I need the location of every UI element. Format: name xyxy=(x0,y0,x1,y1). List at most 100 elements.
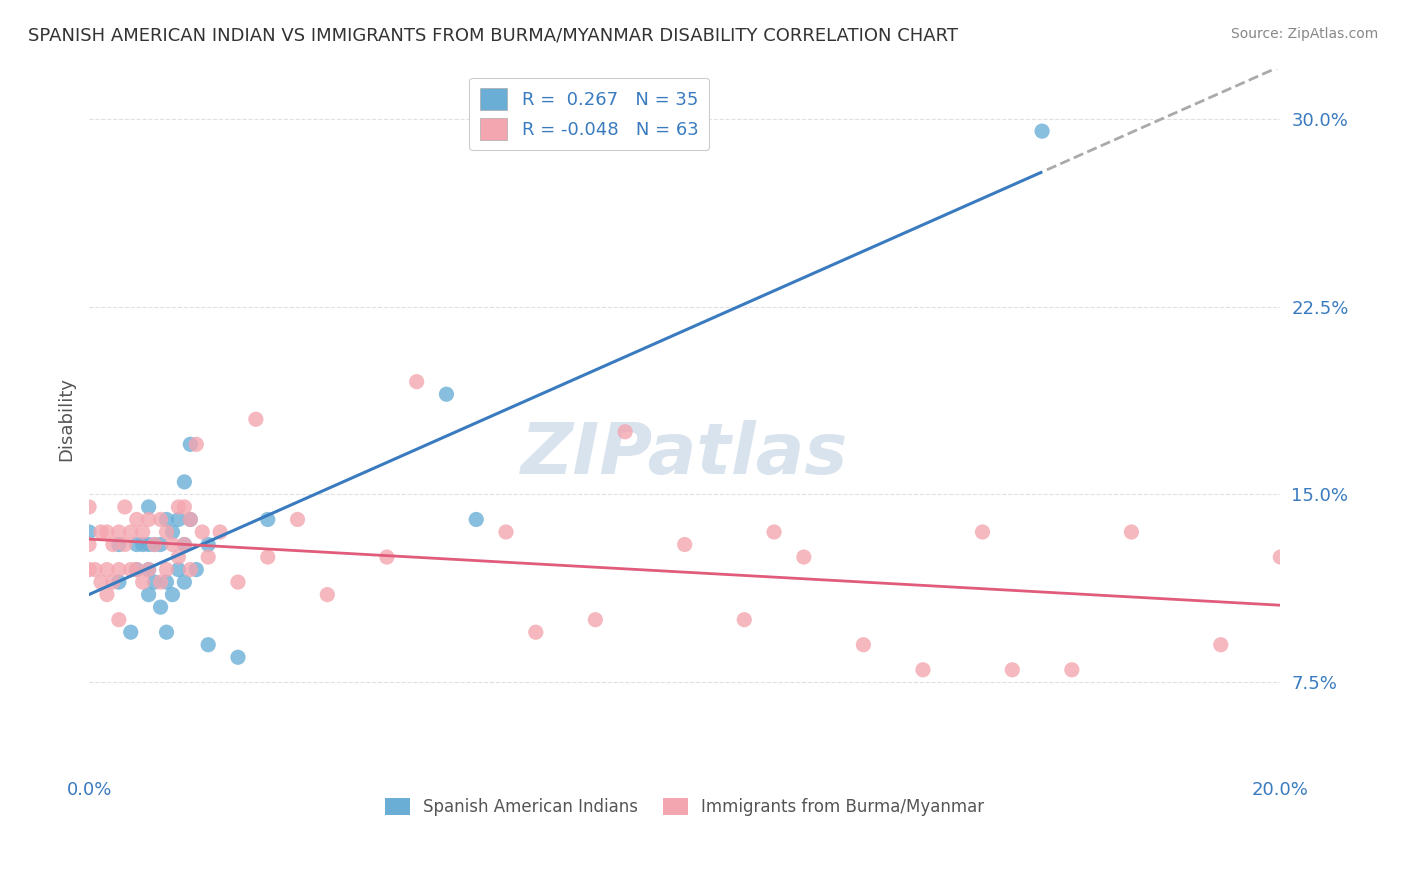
Point xyxy=(197,549,219,564)
Point xyxy=(131,537,153,551)
Point xyxy=(972,524,994,539)
Point xyxy=(1270,549,1292,564)
Point xyxy=(96,588,118,602)
Point xyxy=(179,563,201,577)
Point xyxy=(436,387,458,401)
Point xyxy=(173,575,195,590)
Point xyxy=(583,613,606,627)
Point xyxy=(96,524,118,539)
Point xyxy=(256,512,278,526)
Point xyxy=(465,512,488,526)
Point xyxy=(155,563,177,577)
Point xyxy=(138,563,160,577)
Point xyxy=(155,575,177,590)
Point xyxy=(125,563,148,577)
Point xyxy=(155,625,177,640)
Point xyxy=(120,563,142,577)
Text: ZIPatlas: ZIPatlas xyxy=(522,420,848,489)
Point xyxy=(77,563,100,577)
Text: Source: ZipAtlas.com: Source: ZipAtlas.com xyxy=(1230,27,1378,41)
Point xyxy=(911,663,934,677)
Point xyxy=(226,575,249,590)
Point xyxy=(125,537,148,551)
Point xyxy=(226,650,249,665)
Point xyxy=(167,512,190,526)
Point xyxy=(191,524,214,539)
Point xyxy=(131,575,153,590)
Point xyxy=(149,575,172,590)
Point xyxy=(155,524,177,539)
Point xyxy=(149,512,172,526)
Point xyxy=(1209,638,1232,652)
Point xyxy=(179,512,201,526)
Point xyxy=(143,537,166,551)
Point xyxy=(852,638,875,652)
Y-axis label: Disability: Disability xyxy=(58,377,75,461)
Point xyxy=(1060,663,1083,677)
Point xyxy=(1121,524,1143,539)
Point xyxy=(614,425,637,439)
Point xyxy=(138,563,160,577)
Point xyxy=(90,524,112,539)
Point xyxy=(1001,663,1024,677)
Point xyxy=(108,563,131,577)
Point xyxy=(77,500,100,514)
Point xyxy=(77,524,100,539)
Point xyxy=(149,537,172,551)
Point xyxy=(96,563,118,577)
Point xyxy=(162,537,184,551)
Point xyxy=(138,512,160,526)
Point xyxy=(673,537,696,551)
Point xyxy=(287,512,309,526)
Point xyxy=(186,437,208,451)
Point xyxy=(108,575,131,590)
Point xyxy=(120,524,142,539)
Point xyxy=(155,512,177,526)
Point xyxy=(173,475,195,489)
Point xyxy=(90,575,112,590)
Point xyxy=(114,500,136,514)
Point xyxy=(143,537,166,551)
Point xyxy=(167,563,190,577)
Point xyxy=(101,537,124,551)
Point xyxy=(173,537,195,551)
Point xyxy=(125,512,148,526)
Point xyxy=(108,613,131,627)
Point xyxy=(763,524,786,539)
Point xyxy=(173,500,195,514)
Point xyxy=(162,588,184,602)
Point xyxy=(209,524,232,539)
Point xyxy=(143,575,166,590)
Point xyxy=(108,524,131,539)
Point xyxy=(138,500,160,514)
Point xyxy=(77,537,100,551)
Point xyxy=(138,588,160,602)
Point xyxy=(149,600,172,615)
Point xyxy=(179,512,201,526)
Point xyxy=(138,537,160,551)
Point xyxy=(375,549,398,564)
Point xyxy=(733,613,755,627)
Legend: Spanish American Indians, Immigrants from Burma/Myanmar: Spanish American Indians, Immigrants fro… xyxy=(377,790,993,825)
Point xyxy=(101,575,124,590)
Point xyxy=(173,537,195,551)
Point xyxy=(793,549,815,564)
Point xyxy=(197,537,219,551)
Point xyxy=(131,524,153,539)
Point xyxy=(256,549,278,564)
Text: SPANISH AMERICAN INDIAN VS IMMIGRANTS FROM BURMA/MYANMAR DISABILITY CORRELATION : SPANISH AMERICAN INDIAN VS IMMIGRANTS FR… xyxy=(28,27,957,45)
Point xyxy=(495,524,517,539)
Point xyxy=(114,537,136,551)
Point xyxy=(120,625,142,640)
Point xyxy=(108,537,131,551)
Point xyxy=(167,549,190,564)
Point xyxy=(524,625,547,640)
Point xyxy=(84,563,107,577)
Point xyxy=(186,563,208,577)
Point xyxy=(179,437,201,451)
Point xyxy=(245,412,267,426)
Point xyxy=(405,375,427,389)
Point xyxy=(125,563,148,577)
Point xyxy=(316,588,339,602)
Point xyxy=(1031,124,1053,138)
